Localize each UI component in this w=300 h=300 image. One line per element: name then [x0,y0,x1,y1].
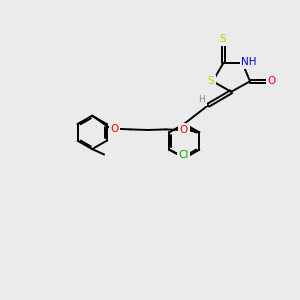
Text: S: S [220,34,226,44]
Text: O: O [180,125,188,135]
Text: H: H [198,95,205,104]
Text: O: O [267,76,276,86]
Text: NH: NH [242,57,257,67]
Text: O: O [110,124,119,134]
Text: S: S [207,76,214,86]
Text: Cl: Cl [178,150,189,160]
